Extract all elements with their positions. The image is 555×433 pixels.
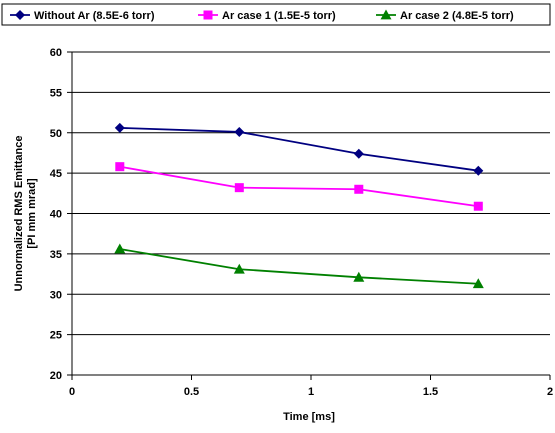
y-axis-title-line-2: [PI mm mrad] <box>26 178 38 249</box>
series-2 <box>115 162 483 211</box>
y-tick-label: 40 <box>50 209 62 221</box>
legend-item-3: Ar case 2 (4.8E-5 torr) <box>376 9 514 22</box>
series-layer <box>114 122 484 289</box>
series-line <box>119 127 479 172</box>
legend-marker <box>15 10 25 20</box>
data-point <box>354 184 364 194</box>
legend-item-1: Without Ar (8.5E-6 torr) <box>10 10 155 22</box>
x-tick-label: 1.5 <box>423 386 438 398</box>
series-line <box>119 165 479 208</box>
legend-marker <box>380 9 392 20</box>
legend-label: Without Ar (8.5E-6 torr) <box>34 10 155 22</box>
gridlines <box>72 51 550 336</box>
data-point <box>114 122 125 133</box>
axes <box>67 51 551 380</box>
legend-box <box>1 3 551 26</box>
y-tick-label: 25 <box>50 330 62 342</box>
data-point <box>234 126 245 137</box>
data-point <box>353 148 364 159</box>
data-point <box>114 243 126 254</box>
y-tick-label: 20 <box>50 370 62 382</box>
legend-item-2: Ar case 1 (1.5E-5 torr) <box>198 10 336 22</box>
y-tick-label: 55 <box>50 87 62 99</box>
y-tick-label: 45 <box>50 168 62 180</box>
data-point <box>473 165 484 176</box>
series-1 <box>114 122 484 176</box>
legend-label: Ar case 1 (1.5E-5 torr) <box>222 10 336 22</box>
axis-labels: 20 25 30 35 40 45 50 55 60 0 0.5 1 1.5 2 Time [ms] Unno… <box>13 47 553 423</box>
y-tick-label: 60 <box>50 47 62 59</box>
x-tick-label: 0 <box>69 386 75 398</box>
legend: Without Ar (8.5E-6 torr) Ar case 1 (1.5E-… <box>1 3 551 26</box>
x-tick-label: 0.5 <box>184 386 199 398</box>
y-tick-label: 35 <box>50 249 62 261</box>
series-line <box>119 248 479 285</box>
legend-marker <box>203 10 213 20</box>
data-point <box>234 183 244 193</box>
x-axis-title: Time [ms] <box>283 411 335 423</box>
data-point <box>473 201 483 211</box>
y-tick-label: 30 <box>50 289 62 301</box>
data-point <box>353 271 365 282</box>
y-tick-label: 50 <box>50 128 62 140</box>
legend-label: Ar case 2 (4.8E-5 torr) <box>400 10 514 22</box>
series-3 <box>114 243 484 289</box>
data-point <box>233 263 245 274</box>
x-tick-label: 1 <box>308 386 314 398</box>
y-axis-title: Unnormalized RMS Emittance [PI mm mrad] <box>13 136 38 292</box>
data-point <box>115 162 125 172</box>
y-axis-title-line-1: Unnormalized RMS Emittance <box>13 136 25 292</box>
x-tick-label: 2 <box>547 386 553 398</box>
data-point <box>472 278 484 289</box>
